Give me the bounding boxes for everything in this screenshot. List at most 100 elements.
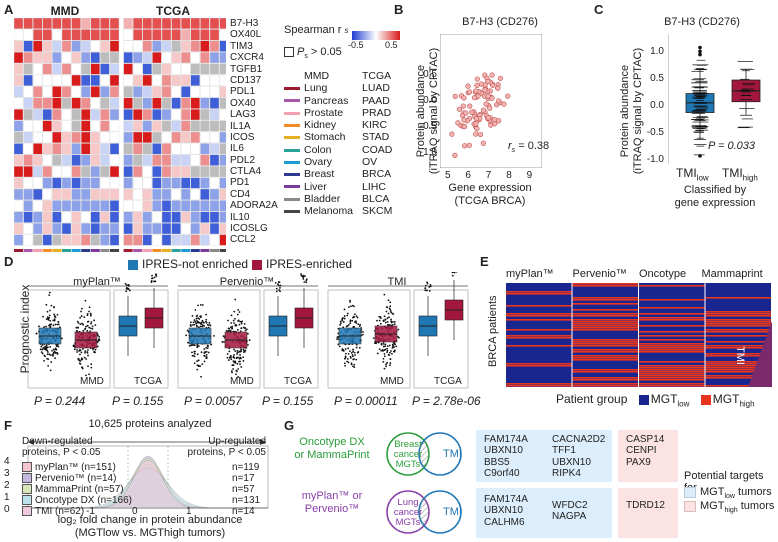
swarm-point bbox=[54, 323, 57, 326]
heatmap-cell bbox=[42, 234, 52, 246]
legend-head-mmd: MMD bbox=[304, 70, 330, 82]
heatmap-cell bbox=[200, 63, 210, 75]
e-high-row bbox=[506, 305, 572, 307]
heatmap-group-mmd: MMD bbox=[50, 4, 80, 18]
heatmap-cell bbox=[200, 29, 210, 41]
heatmap-cell bbox=[23, 154, 33, 166]
cancer-legend-row: Lung LUAD bbox=[284, 82, 394, 94]
swarm-point bbox=[195, 325, 198, 328]
heatmap-cell bbox=[171, 200, 181, 212]
swarm-point bbox=[230, 314, 233, 317]
swarm-point bbox=[86, 314, 89, 317]
heatmap-cell bbox=[90, 188, 101, 201]
heatmap-cell bbox=[61, 18, 72, 30]
swarm-point bbox=[237, 319, 240, 322]
swarm-point bbox=[353, 313, 356, 316]
e-high-row bbox=[705, 323, 771, 325]
gene-label: IL10 bbox=[230, 211, 250, 223]
e-high-row bbox=[506, 363, 572, 365]
heatmap-cell bbox=[52, 234, 62, 246]
heatmap-cell bbox=[52, 222, 62, 235]
c-ytick: 0.5 bbox=[650, 73, 664, 84]
outlier bbox=[429, 285, 432, 288]
heatmap-cancer-strip bbox=[123, 249, 133, 252]
e-high-row bbox=[506, 329, 572, 331]
heatmap-cell bbox=[180, 154, 191, 166]
heatmap-cell bbox=[152, 120, 162, 132]
panel-e-heatmap bbox=[506, 283, 772, 387]
swarm-point bbox=[77, 322, 80, 324]
panel-f-up: Up-regulated proteins, P < 0.05 bbox=[187, 436, 266, 458]
swarm-point bbox=[225, 329, 228, 332]
swarm-point bbox=[362, 331, 364, 333]
swarm-point bbox=[242, 360, 245, 362]
swarm-point bbox=[79, 349, 82, 352]
swarm-point bbox=[35, 332, 38, 335]
b-xtick: 7 bbox=[485, 170, 492, 181]
e-col-label: Pervenio™ bbox=[572, 268, 627, 280]
heatmap-cell bbox=[190, 143, 201, 155]
heatmap-cell bbox=[52, 120, 62, 132]
heatmap-cell bbox=[152, 108, 162, 121]
panel-b-title: B7-H3 (CD276) bbox=[462, 16, 538, 28]
swarm-point bbox=[57, 321, 60, 323]
gene-name: UBXN10 bbox=[484, 505, 523, 517]
heatmap-cell bbox=[219, 52, 226, 64]
scatter-point bbox=[473, 131, 479, 137]
swarm-point bbox=[349, 350, 351, 353]
d-sub-mmd: MMD bbox=[230, 376, 254, 387]
swarm-point bbox=[199, 304, 202, 306]
swarm-point bbox=[197, 326, 200, 329]
e-high-row bbox=[705, 345, 771, 347]
heatmap-cell bbox=[142, 108, 153, 121]
legend-ipres-not: IPRES-not enriched bbox=[128, 257, 248, 271]
gene-name: FAM174A bbox=[484, 434, 528, 445]
heatmap-cell bbox=[100, 131, 110, 144]
heatmap-cell bbox=[109, 222, 120, 235]
heatmap-cell bbox=[14, 86, 24, 98]
panel-f-up-counts: n=119 n=17 n=57 n=131 n=14 bbox=[232, 462, 260, 517]
heatmap-cell bbox=[152, 154, 162, 166]
heatmap-cell bbox=[171, 211, 181, 223]
swarm-point bbox=[84, 325, 87, 328]
heatmap-cell bbox=[200, 108, 210, 121]
swarm-point bbox=[223, 341, 225, 343]
d-sub-tcga: TCGA bbox=[434, 376, 462, 387]
heatmap-cell bbox=[190, 222, 201, 235]
e-high-row bbox=[506, 337, 572, 339]
heatmap-cell bbox=[209, 131, 220, 144]
heatmap-cell bbox=[61, 165, 72, 178]
swarm-point bbox=[50, 323, 53, 326]
swarm-point bbox=[227, 359, 230, 361]
outlier bbox=[275, 290, 278, 293]
swarm-point bbox=[192, 321, 195, 324]
heatmap-cell bbox=[100, 177, 110, 189]
panel-e-ylabel: BRCA patients bbox=[487, 295, 499, 367]
swarm-point bbox=[196, 360, 198, 363]
heatmap-cell bbox=[219, 97, 226, 109]
swarm-point bbox=[200, 321, 203, 324]
heatmap-cell bbox=[71, 222, 81, 235]
e-high-row bbox=[572, 377, 638, 379]
heatmap-cell bbox=[209, 143, 220, 155]
swarm-point bbox=[240, 348, 242, 351]
heatmap-cancer-strip bbox=[71, 249, 81, 252]
swarm-point bbox=[361, 333, 364, 336]
swarm-point bbox=[387, 323, 389, 326]
swarm-point bbox=[230, 370, 233, 372]
heatmap-cell bbox=[123, 222, 133, 235]
heatmap-cell bbox=[33, 188, 43, 201]
swarm-point bbox=[383, 293, 386, 296]
swarm-point bbox=[384, 345, 386, 348]
swarm-point bbox=[49, 354, 52, 356]
heatmap-cell bbox=[180, 52, 191, 64]
swarm-point bbox=[196, 368, 199, 371]
swarm-point bbox=[349, 299, 351, 302]
legend-ipres-enr: IPRES-enriched bbox=[252, 257, 352, 271]
scatter-point bbox=[482, 82, 488, 88]
heatmap-cell bbox=[90, 131, 101, 144]
heatmap-cell bbox=[71, 108, 81, 121]
scatter-point bbox=[501, 101, 507, 107]
heatmap-cell bbox=[152, 63, 162, 75]
e-high-row bbox=[639, 299, 705, 301]
